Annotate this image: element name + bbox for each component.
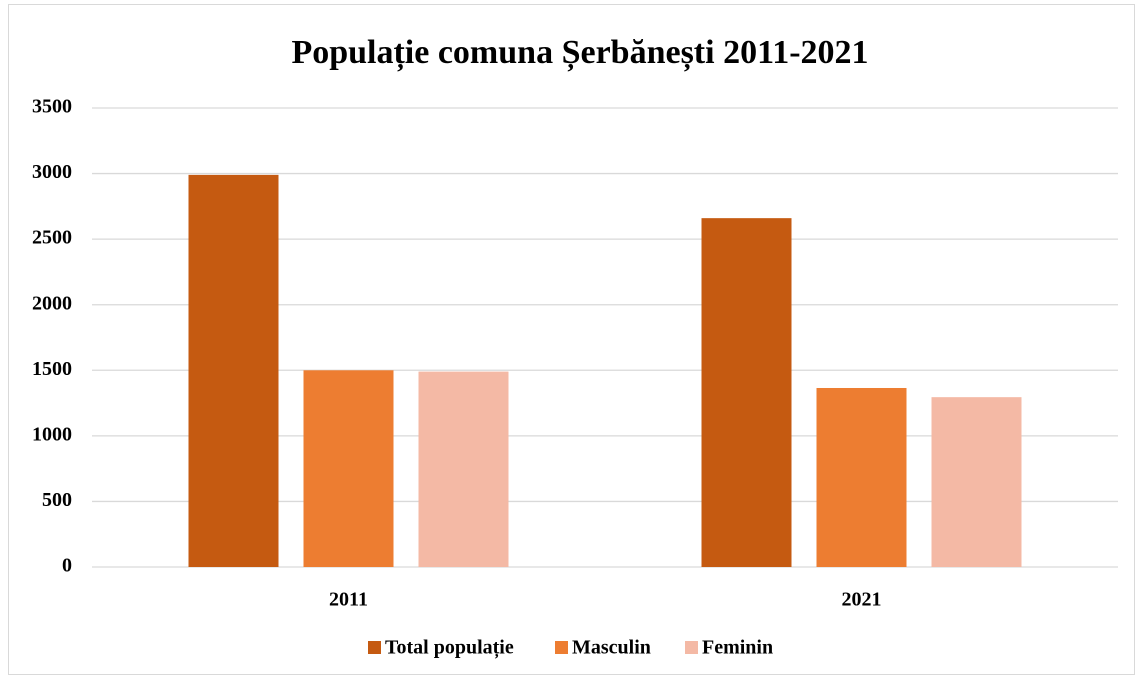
legend-swatch [368,641,381,654]
bar [816,387,907,567]
legend-label: Feminin [702,637,773,659]
legend-swatch [555,641,568,654]
y-tick-label: 3500 [32,96,72,118]
bar [418,371,509,567]
y-tick-label: 1000 [32,423,72,445]
x-tick-label: 2011 [329,589,368,611]
bar [303,370,394,567]
chart-border [8,4,1135,675]
y-tick-label: 1500 [32,358,72,380]
y-tick-label: 2500 [32,227,72,249]
y-tick-label: 3000 [32,161,72,183]
x-tick-label: 2021 [842,589,882,611]
y-tick-label: 500 [42,489,72,511]
chart-title: Populație comuna Șerbănești 2011-2021 [291,34,868,72]
y-tick-label: 0 [62,555,72,577]
bar [701,218,792,567]
bar [188,174,279,567]
legend-label: Masculin [572,637,651,659]
legend-swatch [685,641,698,654]
y-tick-label: 2000 [32,292,72,314]
bar [931,397,1022,567]
legend-label: Total populație [385,637,514,660]
